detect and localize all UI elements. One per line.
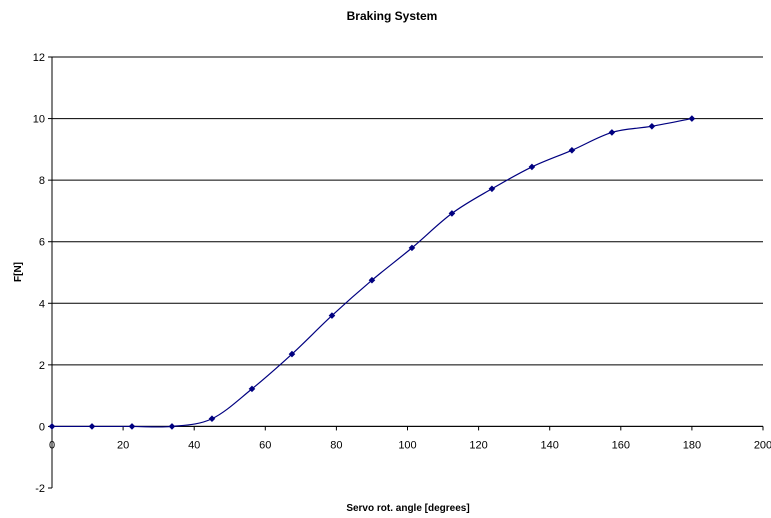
data-point xyxy=(568,146,576,154)
data-point xyxy=(248,385,256,393)
y-axis-title: F[N] xyxy=(13,262,24,282)
x-tick-label: 160 xyxy=(612,439,630,451)
data-point xyxy=(168,423,176,430)
x-tick-label: 100 xyxy=(398,439,416,451)
axes xyxy=(48,56,764,489)
data-point xyxy=(88,423,96,430)
data-point xyxy=(688,115,696,122)
series-line xyxy=(51,117,693,428)
y-tick-label: 10 xyxy=(33,114,45,126)
y-tick-label: 12 xyxy=(33,52,45,64)
y-tick-labels: -2 0 2 4 6 8 10 12 xyxy=(33,52,45,495)
data-point xyxy=(368,276,376,284)
y-tick-label: -2 xyxy=(35,483,45,495)
y-tick-label: 6 xyxy=(39,237,45,249)
x-tick-label: 80 xyxy=(330,439,342,451)
x-tick-label: 40 xyxy=(188,439,200,451)
y-tick-label: 0 xyxy=(39,421,45,433)
x-tick-label: 120 xyxy=(469,439,487,451)
data-point xyxy=(488,185,496,193)
data-point xyxy=(448,210,456,217)
y-tick-label: 4 xyxy=(39,298,45,310)
x-tick-label: 20 xyxy=(117,439,129,451)
data-point xyxy=(328,312,336,319)
x-tick-label: 0 xyxy=(49,439,55,451)
x-tick-labels: 0 20 40 60 80 100 120 140 160 180 200 xyxy=(49,439,771,451)
y-tick-label: 8 xyxy=(39,175,45,187)
data-point xyxy=(528,163,536,171)
data-point xyxy=(288,350,296,358)
data-point xyxy=(48,423,56,430)
x-tick-label: 180 xyxy=(683,439,701,451)
x-tick-label: 200 xyxy=(754,439,771,451)
gridlines xyxy=(52,56,763,427)
x-tick-label: 60 xyxy=(259,439,271,451)
data-point xyxy=(128,423,136,430)
y-tick-label: 2 xyxy=(39,360,45,372)
chart-title: Braking System xyxy=(347,9,438,23)
data-point xyxy=(408,244,416,252)
data-point xyxy=(608,129,616,136)
data-point xyxy=(208,415,216,423)
x-axis-title: Servo rot. angle [degrees] xyxy=(346,503,469,514)
series xyxy=(48,115,696,430)
data-point xyxy=(648,122,656,130)
x-tick-label: 140 xyxy=(541,439,559,451)
